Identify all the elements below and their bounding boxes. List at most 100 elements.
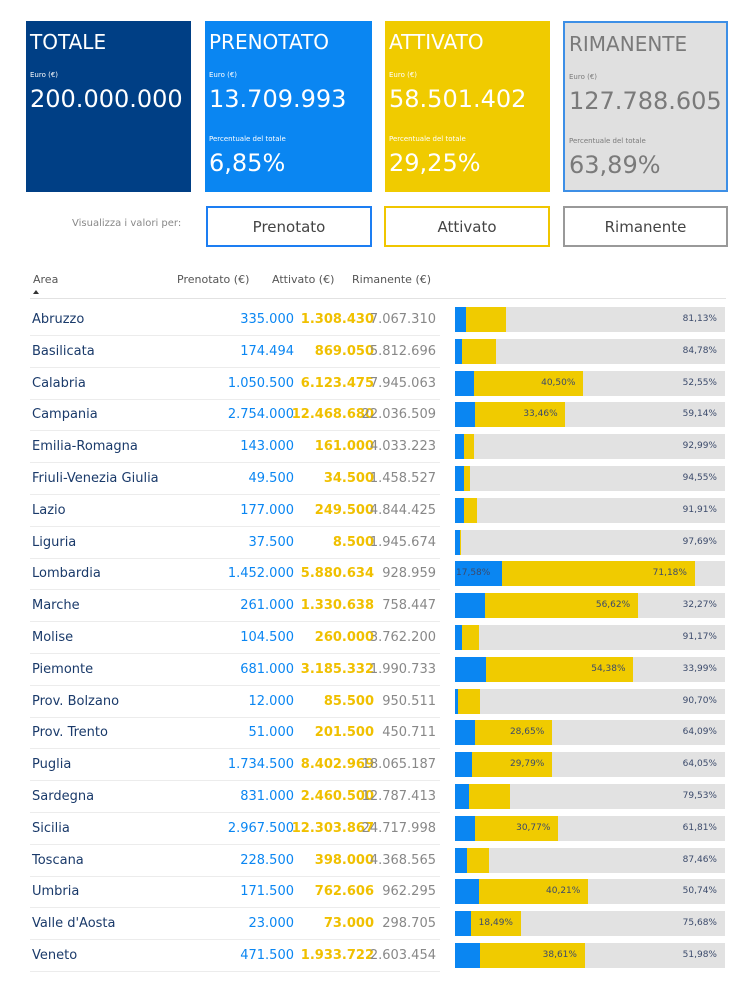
cell-prenotato: 335.000 <box>240 312 294 327</box>
cell-area: Emilia-Romagna <box>32 439 138 455</box>
bar-segment-prenotato <box>455 847 468 873</box>
stacked-bar[interactable]: 91,91% <box>455 497 725 523</box>
cell-rimanente: 4.844.425 <box>369 502 436 518</box>
cell-area: Sardegna <box>32 789 95 804</box>
bar-segment-prenotato <box>455 815 476 841</box>
stacked-bar[interactable]: 28,65% 64,09% <box>455 720 725 746</box>
cell-area: Prov. Bolzano <box>32 693 120 709</box>
kpi-card-rimanente: RIMANENTE Euro (€) 127.788.605 Percentua… <box>563 21 728 192</box>
stacked-bar[interactable]: 40,50% 52,55% <box>455 370 725 396</box>
stacked-bar[interactable]: 84,78% <box>455 338 725 364</box>
bar-segment-attivato <box>464 497 477 523</box>
stacked-bar[interactable]: 79,53% <box>455 784 725 809</box>
cell-rimanente: 450.711 <box>382 725 436 741</box>
bar-segment-prenotato <box>455 879 480 905</box>
bar-segment-prenotato <box>455 307 466 332</box>
stacked-bar[interactable]: 56,62% 32,27% <box>455 593 725 619</box>
cell-area: Abruzzo <box>32 312 85 327</box>
cell-rimanente: 1.458.527 <box>369 471 436 486</box>
kpi-title: PRENOTATO <box>209 30 330 54</box>
table-row[interactable]: Emilia-Romagna 143.000 161.000 4.033.223 92,… <box>30 431 726 464</box>
bar-segment-prenotato <box>455 911 471 937</box>
stacked-bar[interactable]: 94,55% <box>455 466 725 491</box>
column-header-prenotato[interactable]: Prenotato (€) <box>177 273 250 286</box>
column-header-area[interactable]: Area <box>33 273 59 286</box>
cell-rimanente: 7.067.310 <box>369 312 436 327</box>
stacked-bar[interactable]: 17,58% 71,18% <box>455 561 725 587</box>
cell-attivato: 249.500 <box>314 502 374 518</box>
bar-segment-prenotato <box>455 561 503 587</box>
column-header-attivato[interactable]: Attivato (€) <box>272 273 335 286</box>
cell-rimanente: 22.036.509 <box>361 407 436 423</box>
stacked-bar[interactable]: 87,46% <box>455 847 725 873</box>
table-row[interactable]: Lombardia 1.452.000 5.880.634 928.959 17,58%… <box>30 558 726 591</box>
row-divider <box>30 557 440 559</box>
stacked-bar[interactable]: 29,79% 64,05% <box>455 752 725 778</box>
row-divider <box>30 684 440 686</box>
header-divider <box>30 298 726 299</box>
kpi-percent-value: 6,85% <box>209 149 286 177</box>
stacked-bar[interactable]: 30,77% 61,81% <box>455 815 725 841</box>
cell-rimanente: 3.762.200 <box>369 630 436 645</box>
table-row[interactable]: Friuli-Venezia Giulia 49.500 34.500 1.458.5… <box>30 463 726 495</box>
stacked-bar[interactable]: 81,13% <box>455 307 725 332</box>
table-row[interactable]: Toscana 228.500 398.000 4.368.565 87,46% <box>30 845 726 877</box>
cell-prenotato: 228.500 <box>240 852 294 868</box>
table-row[interactable]: Puglia 1.734.500 8.402.969 18.065.187 29,79%… <box>30 749 726 782</box>
cell-rimanente: 1.990.733 <box>369 661 436 677</box>
column-header-rimanente[interactable]: Rimanente (€) <box>352 273 432 286</box>
stacked-bar[interactable]: 97,69% <box>455 529 725 555</box>
cell-prenotato: 177.000 <box>240 502 294 518</box>
cell-prenotato: 12.000 <box>248 693 295 709</box>
bar-segment-prenotato <box>455 466 464 491</box>
table-row[interactable]: Molise 104.500 260.000 3.762.200 91,17% <box>30 622 726 654</box>
table-row[interactable]: Marche 261.000 1.330.638 758.447 56,62% 32,27… <box>30 590 726 623</box>
bar-segment-attivato <box>467 847 489 873</box>
stacked-bar[interactable]: 38,61% 51,98% <box>455 943 725 968</box>
cell-area: Calabria <box>32 375 86 391</box>
bar-label-rimanente: 64,05% <box>682 759 717 770</box>
cell-area: Lombardia <box>32 566 101 582</box>
row-divider <box>30 430 440 432</box>
cell-rimanente: 1.945.674 <box>369 534 436 550</box>
table-row[interactable]: Umbria 171.500 762.606 962.295 40,21% 50,74% <box>30 876 726 909</box>
row-divider <box>30 907 440 909</box>
table-row[interactable]: Calabria 1.050.500 6.123.475 7.945.063 40,50… <box>30 368 726 400</box>
cell-rimanente: 4.033.223 <box>369 439 436 455</box>
table-row[interactable]: Valle d'Aosta 23.000 73.000 298.705 18,49% 75… <box>30 908 726 941</box>
kpi-value: 200.000.000 <box>30 85 183 113</box>
table-row[interactable]: Sardegna 831.000 2.460.500 12.787.413 79,53% <box>30 781 726 813</box>
cell-attivato: 161.000 <box>314 439 374 455</box>
table-row[interactable]: Liguria 37.500 8.500 1.945.674 97,69% <box>30 527 726 559</box>
cell-area: Umbria <box>32 884 80 900</box>
kpi-percent-value: 63,89% <box>569 151 661 179</box>
stacked-bar[interactable]: 33,46% 59,14% <box>455 402 725 428</box>
toggle-attivato-button[interactable]: Attivato <box>384 206 550 247</box>
stacked-bar[interactable]: 91,17% <box>455 625 725 650</box>
stacked-bar[interactable]: 92,99% <box>455 434 725 460</box>
table-row[interactable]: Lazio 177.000 249.500 4.844.425 91,91% <box>30 495 726 527</box>
kpi-unit: Euro (€) <box>389 71 418 79</box>
table-row[interactable]: Sicilia 2.967.500 12.303.867 24.717.998 30,7… <box>30 813 726 845</box>
stacked-bar[interactable]: 54,38% 33,99% <box>455 656 725 682</box>
table-row[interactable]: Abruzzo 335.000 1.308.430 7.067.310 81,13% <box>30 304 726 336</box>
cell-attivato: 8.402.969 <box>300 757 374 773</box>
bar-label-rimanente: 87,46% <box>682 854 717 865</box>
cell-attivato: 12.303.867 <box>291 820 374 836</box>
toggle-prenotato-button[interactable]: Prenotato <box>206 206 372 247</box>
bar-label-attivato: 71,18% <box>652 568 687 579</box>
table-row[interactable]: Veneto 471.500 1.933.722 2.603.454 38,61% 51,… <box>30 940 726 972</box>
table-row[interactable]: Prov. Bolzano 12.000 85.500 950.511 90,70% <box>30 686 726 718</box>
stacked-bar[interactable]: 90,70% <box>455 688 725 714</box>
stacked-bar[interactable]: 40,21% 50,74% <box>455 879 725 905</box>
cell-prenotato: 49.500 <box>248 471 295 486</box>
table-row[interactable]: Campania 2.754.000 12.468.680 22.036.509 33,… <box>30 399 726 432</box>
table-row[interactable]: Basilicata 174.494 869.050 5.812.696 84,78% <box>30 336 726 368</box>
table-row[interactable]: Piemonte 681.000 3.185.332 1.990.733 54,38% 3… <box>30 654 726 686</box>
stacked-bar[interactable]: 18,49% 75,68% <box>455 911 725 937</box>
row-divider <box>30 875 440 877</box>
kpi-value: 127.788.605 <box>569 87 722 115</box>
cell-attivato: 8.500 <box>332 534 374 550</box>
toggle-rimanente-button[interactable]: Rimanente <box>563 206 728 247</box>
table-row[interactable]: Prov. Trento 51.000 201.500 450.711 28,65% 64… <box>30 717 726 750</box>
